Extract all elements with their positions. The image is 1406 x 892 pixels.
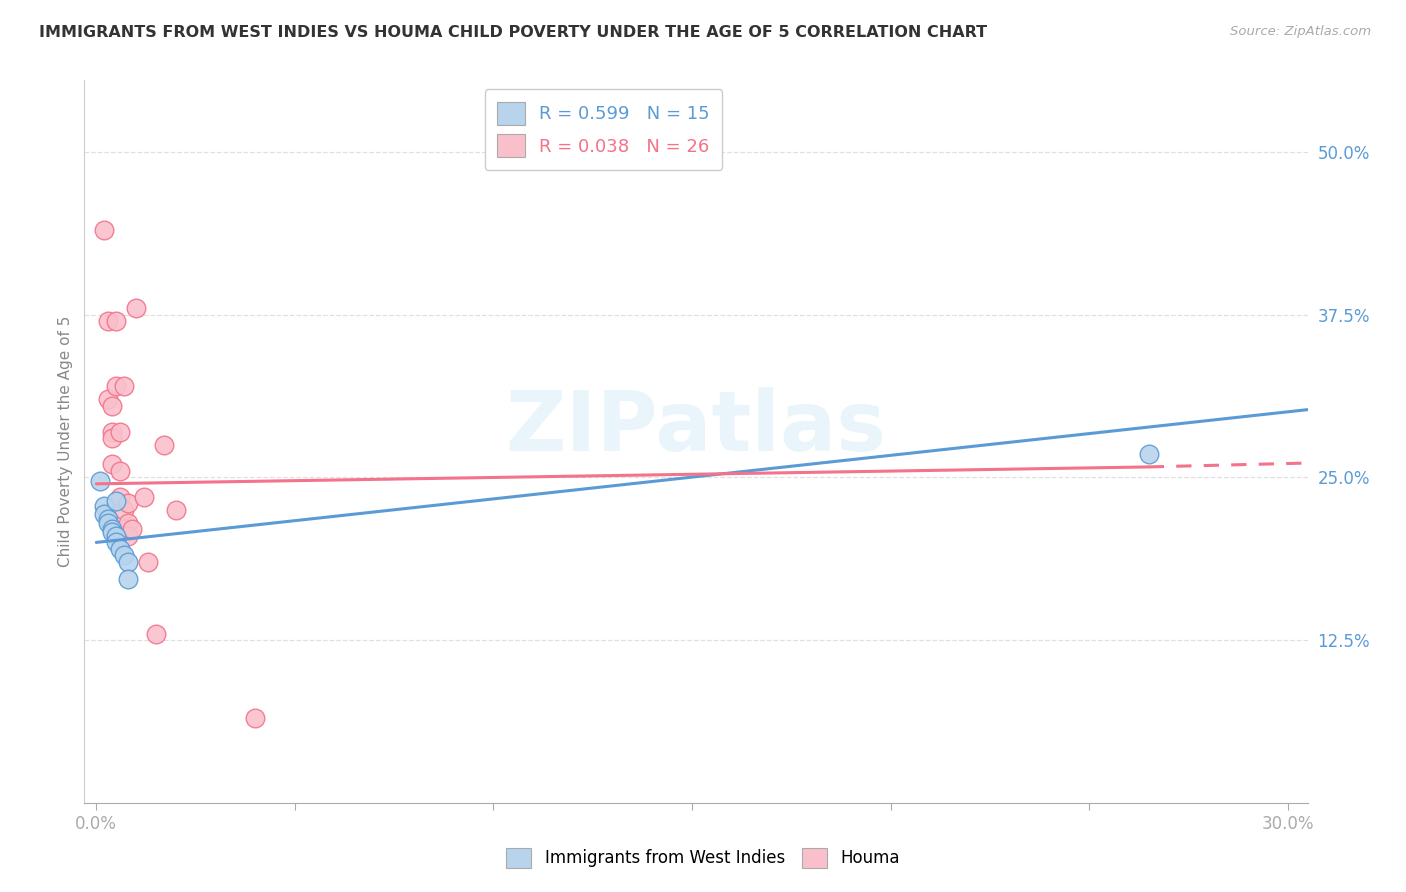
Point [117,529,139,543]
Point [132,490,155,504]
Y-axis label: Child Poverty Under the Age of 5: Child Poverty Under the Age of 5 [58,316,73,567]
Point [101,425,124,439]
Text: IMMIGRANTS FROM WEST INDIES VS HOUMA CHILD POVERTY UNDER THE AGE OF 5 CORRELATIO: IMMIGRANTS FROM WEST INDIES VS HOUMA CHI… [39,25,987,40]
Point [108,464,131,478]
Point [97,516,120,530]
Point [152,438,174,452]
Text: Source: ZipAtlas.com: Source: ZipAtlas.com [1230,25,1371,38]
Point [121,523,143,537]
Point [108,541,131,556]
Point [97,392,120,407]
Point [125,301,148,315]
Point [112,379,135,393]
Point [108,490,131,504]
Point [136,555,159,569]
Point [101,458,124,472]
Point [1137,447,1160,461]
Point [97,314,120,328]
Point [105,535,128,549]
Legend: R = 0.599   N = 15, R = 0.038   N = 26: R = 0.599 N = 15, R = 0.038 N = 26 [485,89,723,170]
Point [105,379,128,393]
Point [105,314,128,328]
Point [101,431,124,445]
Point [117,572,139,586]
Point [108,425,131,439]
Point [101,523,124,537]
Point [105,529,128,543]
Point [93,507,115,521]
Point [117,555,139,569]
Point [97,512,120,526]
Point [93,223,115,237]
Point [105,493,128,508]
Point [112,503,135,517]
Point [89,475,111,489]
Point [165,503,187,517]
Point [112,549,135,563]
Point [101,524,124,539]
Legend: Immigrants from West Indies, Houma: Immigrants from West Indies, Houma [499,841,907,875]
Point [93,499,115,513]
Text: ZIPatlas: ZIPatlas [506,386,886,467]
Point [243,711,266,725]
Point [145,626,167,640]
Point [117,496,139,510]
Point [101,399,124,413]
Point [112,523,135,537]
Point [117,516,139,530]
